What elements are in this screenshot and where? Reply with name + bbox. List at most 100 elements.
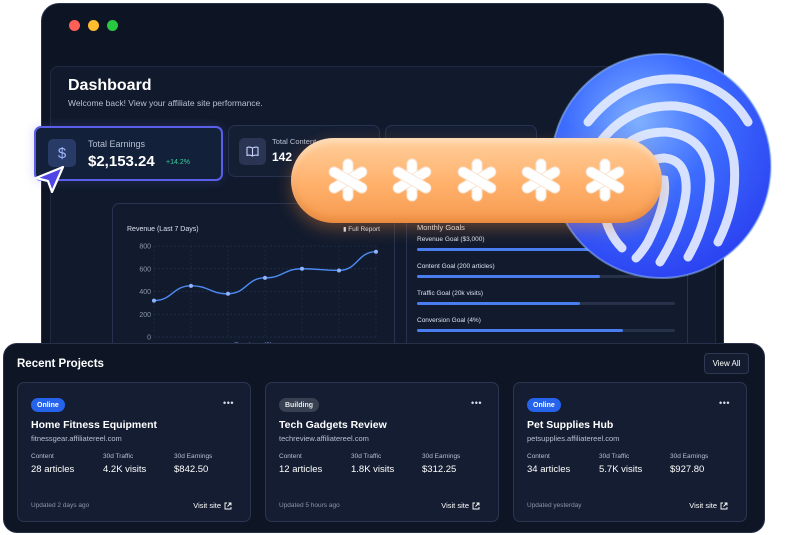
more-options-icon[interactable]: •••: [223, 398, 234, 408]
recent-projects-panel: Recent Projects View All Online ••• Home…: [3, 343, 765, 533]
data-point: [226, 291, 230, 296]
stat-delta: +14.2%: [166, 159, 190, 166]
metric-label: 30d Earnings: [670, 453, 709, 460]
metric-value: 28 articles: [31, 464, 75, 475]
y-tick-label: 200: [139, 312, 151, 319]
metric-value: 34 articles: [527, 464, 571, 475]
stat-value: $2,153.24: [88, 153, 155, 170]
external-link-icon: [472, 502, 480, 509]
metric-earnings: 30d Earnings $927.80: [670, 453, 708, 475]
goal-label: Traffic Goal (20k visits): [417, 290, 484, 297]
data-point: [152, 298, 156, 303]
goal-label: Content Goal (200 articles): [417, 263, 495, 270]
updated-text: Updated yesterday: [527, 502, 582, 509]
revenue-title: Revenue (Last 7 Days): [127, 226, 199, 233]
visit-site-label: Visit site: [193, 501, 221, 510]
metric-value: $842.50: [174, 464, 209, 475]
view-all-button[interactable]: View All: [704, 353, 749, 374]
metric-value: 5.7K visits: [599, 464, 643, 475]
full-report-label: Full Report: [348, 226, 380, 233]
close-window-button[interactable]: [69, 20, 80, 31]
metric-label: Content: [279, 453, 302, 460]
goal-progress-fill: [417, 248, 603, 251]
stat-label: Total Content: [272, 137, 317, 146]
project-name: Home Fitness Equipment: [31, 419, 158, 431]
visit-site-link[interactable]: Visit site: [441, 501, 480, 510]
project-domain: petsupplies.affiliatereel.com: [527, 434, 620, 443]
y-tick-label: 600: [139, 266, 151, 273]
goal-label: Conversion Goal (4%): [417, 317, 481, 324]
bar-chart-icon: ▮: [343, 227, 347, 233]
project-name: Pet Supplies Hub: [527, 419, 614, 431]
metric-label: 30d Earnings: [174, 453, 213, 460]
project-card[interactable]: Online ••• Pet Supplies Hub petsupplies.…: [513, 382, 747, 522]
minimize-window-button[interactable]: [88, 20, 99, 31]
page-subtitle: Welcome back! View your affiliate site p…: [68, 98, 263, 108]
data-point: [263, 275, 267, 280]
goal-progress-fill: [417, 275, 601, 278]
more-options-icon[interactable]: •••: [719, 398, 730, 408]
metric-traffic: 30d Traffic 1.8K visits: [351, 453, 394, 475]
visit-site-link[interactable]: Visit site: [689, 501, 728, 510]
goal-label: Revenue Goal ($3,000): [417, 236, 485, 243]
maximize-window-button[interactable]: [107, 20, 118, 31]
external-link-icon: [224, 502, 232, 509]
updated-text: Updated 5 hours ago: [279, 502, 340, 509]
metric-value: 4.2K visits: [103, 464, 147, 475]
window-titlebar: [42, 4, 723, 44]
status-badge: Building: [279, 398, 319, 412]
y-tick-label: 400: [139, 289, 151, 296]
dollar-icon: $: [48, 139, 76, 167]
goals-title: Monthly Goals: [417, 223, 465, 232]
goal-progress-bar: [417, 275, 675, 278]
metric-content: Content 12 articles: [279, 453, 322, 475]
data-point: [374, 249, 378, 254]
data-point: [189, 283, 193, 288]
status-badge: Online: [527, 398, 561, 412]
stat-value: 142: [272, 150, 293, 164]
metric-value: $927.80: [670, 464, 705, 475]
status-badge: Online: [31, 398, 65, 412]
full-report-button[interactable]: ▮ Full Report: [343, 226, 380, 233]
project-domain: techreview.affiliatereel.com: [279, 434, 369, 443]
y-tick-label: 0: [147, 335, 151, 342]
cursor-icon: [34, 165, 65, 193]
metric-label: Content: [527, 453, 550, 460]
project-card[interactable]: Building ••• Tech Gadgets Review techrev…: [265, 382, 499, 522]
metric-earnings: 30d Earnings $842.50: [174, 453, 212, 475]
metric-traffic: 30d Traffic 5.7K visits: [599, 453, 642, 475]
password-field-illustration: [291, 138, 662, 223]
password-mask-icon: [328, 158, 625, 202]
more-options-icon[interactable]: •••: [471, 398, 482, 408]
data-point: [337, 268, 341, 273]
visit-site-label: Visit site: [441, 501, 469, 510]
metric-value: $312.25: [422, 464, 457, 475]
y-tick-label: 800: [139, 244, 151, 251]
updated-text: Updated 2 days ago: [31, 502, 90, 509]
revenue-chart: 0200400600800May 09May 10May 11May 12May…: [139, 244, 387, 351]
metric-traffic: 30d Traffic 4.2K visits: [103, 453, 146, 475]
metric-label: Content: [31, 453, 54, 460]
metric-label: 30d Earnings: [422, 453, 461, 460]
goal-progress-bar: [417, 329, 675, 332]
goal-progress-fill: [417, 302, 580, 305]
project-card[interactable]: Online ••• Home Fitness Equipment fitnes…: [17, 382, 251, 522]
data-point: [300, 266, 304, 271]
recent-projects-title: Recent Projects: [17, 358, 104, 370]
page-title: Dashboard: [68, 77, 152, 94]
metric-value: 12 articles: [279, 464, 323, 475]
external-link-icon: [720, 502, 728, 509]
metric-earnings: 30d Earnings $312.25: [422, 453, 460, 475]
visit-site-label: Visit site: [689, 501, 717, 510]
metric-label: 30d Traffic: [599, 453, 630, 460]
project-domain: fitnessgear.affiliatereel.com: [31, 434, 122, 443]
book-icon: [239, 138, 266, 165]
goal-progress-bar: [417, 248, 675, 251]
stat-card-total-earnings[interactable]: $ Total Earnings $2,153.24 +14.2%: [34, 126, 223, 181]
project-name: Tech Gadgets Review: [279, 419, 387, 431]
metric-label: 30d Traffic: [103, 453, 134, 460]
goal-progress-fill: [417, 329, 624, 332]
visit-site-link[interactable]: Visit site: [193, 501, 232, 510]
stat-label: Total Earnings: [88, 139, 146, 149]
metric-value: 1.8K visits: [351, 464, 395, 475]
